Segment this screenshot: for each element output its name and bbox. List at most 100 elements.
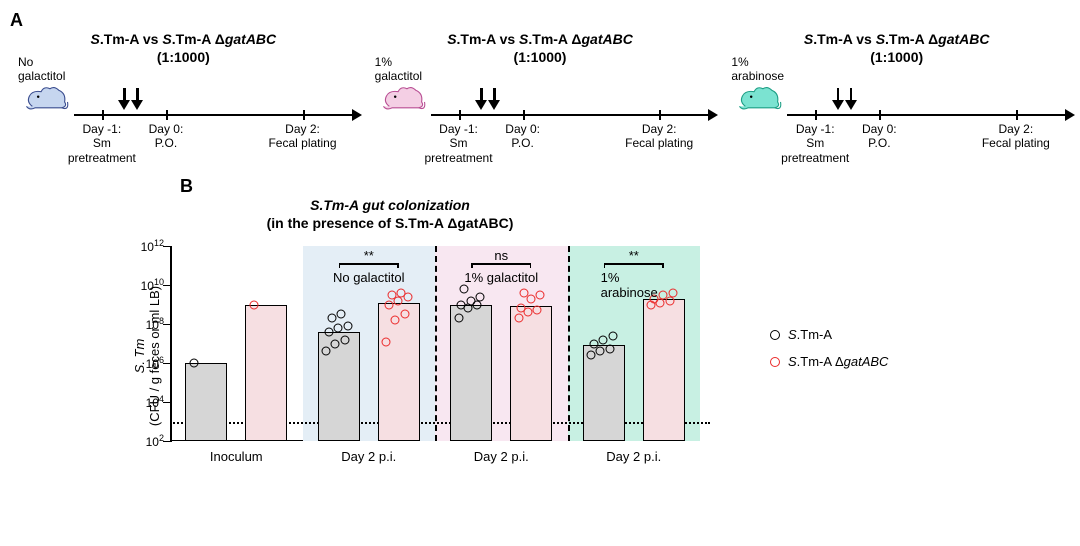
axis-tick: [659, 110, 661, 120]
bar: [450, 305, 492, 442]
y-tick: [163, 324, 170, 326]
data-point: [397, 288, 406, 297]
group-label: No galactitol: [333, 270, 405, 285]
data-point: [476, 292, 485, 301]
axis-tick: [815, 110, 817, 120]
time-axis: [787, 114, 1066, 116]
inoculation-arrows: [475, 88, 500, 110]
bar: [583, 345, 625, 441]
data-point: [520, 288, 529, 297]
legend-marker: [770, 330, 780, 340]
bar: [378, 303, 420, 441]
data-point: [391, 316, 400, 325]
data-point: [189, 359, 198, 368]
y-tick: [163, 246, 170, 248]
bar: [643, 299, 685, 441]
x-category-label: Day 2 p.i.: [474, 449, 529, 464]
legend-label: S.Tm-A ΔgatABC: [788, 354, 888, 369]
axis-tick-label: Day -1:Smpretreatment: [68, 122, 136, 165]
x-category-label: Day 2 p.i.: [606, 449, 661, 464]
y-tick-label: 106: [146, 355, 164, 371]
data-point: [340, 335, 349, 344]
x-category-label: Day 2 p.i.: [341, 449, 396, 464]
data-point: [514, 314, 523, 323]
time-axis: [74, 114, 353, 116]
data-point: [343, 321, 352, 330]
data-point: [334, 323, 343, 332]
data-point: [599, 335, 608, 344]
y-tick: [163, 441, 170, 443]
data-point: [533, 306, 542, 315]
data-point: [387, 290, 396, 299]
bar: [245, 305, 287, 442]
legend-item: S.Tm-A: [770, 327, 1070, 342]
data-point: [249, 300, 258, 309]
supplement-label: 1%galactitol: [375, 56, 422, 84]
axis-tick: [523, 110, 525, 120]
bar-chart: No galactitol**1% galactitolns1% arabino…: [110, 236, 710, 476]
supplement-label: Nogalactitol: [18, 56, 65, 84]
y-tick: [163, 285, 170, 287]
significance-label: **: [364, 248, 374, 263]
chart-title: S.Tm-A gut colonization (in the presence…: [10, 197, 770, 232]
legend-marker: [770, 357, 780, 367]
panel-b: S.Tm-A gut colonization (in the presence…: [10, 197, 1070, 476]
y-tick: [163, 363, 170, 365]
data-point: [517, 304, 526, 313]
axis-tick-label: Day -1:Smpretreatment: [781, 122, 849, 165]
axis-tick: [303, 110, 305, 120]
data-point: [668, 288, 677, 297]
time-axis: [431, 114, 710, 116]
group-label: 1% arabinose: [601, 270, 667, 300]
data-point: [454, 314, 463, 323]
panel-b-label: B: [180, 176, 193, 197]
supplement-label: 1%arabinose: [731, 56, 784, 84]
data-point: [324, 327, 333, 336]
axis-tick: [102, 110, 104, 120]
data-point: [337, 310, 346, 319]
panel-a-label: A: [10, 10, 23, 31]
axis-tick: [879, 110, 881, 120]
x-category-label: Inoculum: [210, 449, 263, 464]
y-tick-label: 102: [146, 433, 164, 449]
inoculation-arrows: [832, 88, 857, 110]
data-point: [382, 337, 391, 346]
bar: [510, 306, 552, 441]
timeline: S.Tm-A vs S.Tm-A ΔgatABC(1:1000) 1%galac…: [367, 31, 714, 166]
panel-a: S.Tm-A vs S.Tm-A ΔgatABC(1:1000) Nogalac…: [10, 31, 1070, 166]
data-point: [596, 347, 605, 356]
axis-tick-label: Day 2:Fecal plating: [625, 122, 693, 151]
timeline: S.Tm-A vs S.Tm-A ΔgatABC(1:1000) Nogalac…: [10, 31, 357, 166]
data-point: [589, 339, 598, 348]
data-point: [536, 290, 545, 299]
axis-tick: [166, 110, 168, 120]
legend-label: S.Tm-A: [788, 327, 832, 342]
group-separator: [435, 246, 437, 441]
inoculation-arrows: [118, 88, 143, 110]
group-label: 1% galactitol: [464, 270, 538, 285]
data-point: [327, 314, 336, 323]
y-tick-label: 104: [146, 394, 164, 410]
y-tick: [163, 402, 170, 404]
data-point: [400, 310, 409, 319]
bar: [185, 363, 227, 441]
data-point: [457, 300, 466, 309]
timeline: S.Tm-A vs S.Tm-A ΔgatABC(1:1000) 1%arabi…: [723, 31, 1070, 166]
mouse-icon: [25, 84, 69, 114]
data-point: [466, 296, 475, 305]
y-tick-label: 108: [146, 316, 164, 332]
y-tick-label: 1010: [141, 277, 164, 293]
data-point: [331, 339, 340, 348]
axis-tick-label: Day 0:P.O.: [862, 122, 897, 151]
mouse-icon: [738, 84, 782, 114]
data-point: [460, 284, 469, 293]
axis-tick-label: Day 0:P.O.: [149, 122, 184, 151]
axis-tick-label: Day 0:P.O.: [505, 122, 540, 151]
axis-tick-label: Day 2:Fecal plating: [982, 122, 1050, 151]
legend-item: S.Tm-A ΔgatABC: [770, 354, 1070, 369]
axis-tick-label: Day 2:Fecal plating: [268, 122, 336, 151]
significance-bracket: [339, 263, 399, 265]
axis-tick: [459, 110, 461, 120]
data-point: [587, 351, 596, 360]
legend: S.Tm-A S.Tm-A ΔgatABC: [770, 197, 1070, 476]
